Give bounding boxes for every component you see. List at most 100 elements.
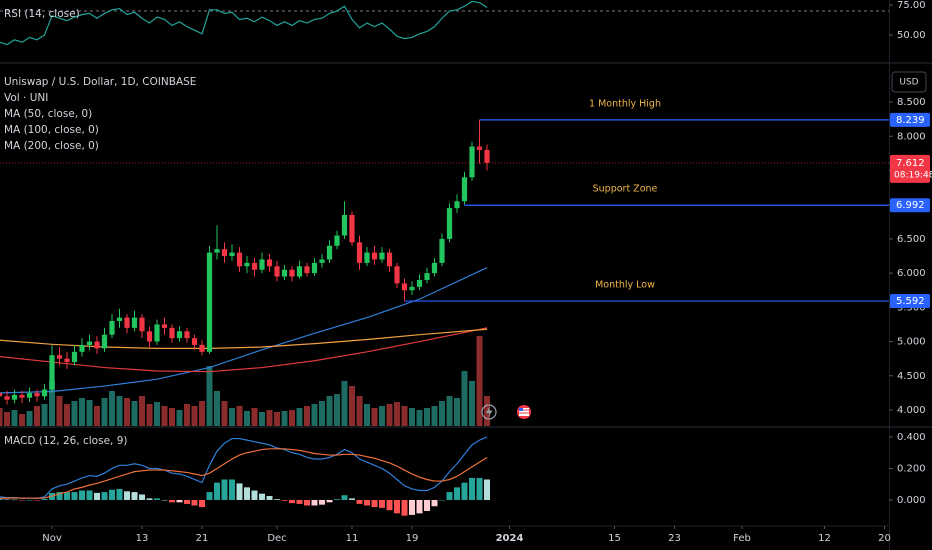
y-tick-label: 8.000: [897, 131, 926, 142]
histogram-bar: [229, 479, 235, 500]
candle-body: [484, 149, 490, 163]
volume-bar: [154, 402, 160, 426]
moving-average: [0, 328, 488, 349]
y-tick-label: 6.500: [897, 234, 926, 245]
candle-body: [11, 394, 18, 400]
level-label: 1 Monthly High: [589, 98, 661, 109]
level-tag: [890, 198, 930, 213]
volume-bar: [469, 381, 475, 426]
histogram-bar: [146, 498, 153, 500]
histogram-bar: [236, 483, 243, 500]
candle-body: [236, 252, 243, 267]
histogram-bar: [424, 499, 430, 511]
histogram-bar: [19, 499, 25, 501]
y-tick-label: 4.500: [897, 371, 926, 382]
y-tick-label: 5.000: [897, 337, 926, 348]
volume-bar: [334, 394, 340, 426]
volume-bar: [146, 404, 153, 426]
level-label: Monthly Low: [595, 280, 655, 291]
histogram-bar: [124, 491, 130, 500]
candle-body: [386, 252, 393, 267]
volume-bar: [266, 410, 273, 426]
histogram-bar: [26, 499, 33, 501]
volume-bar: [184, 404, 190, 426]
currency: USD: [899, 78, 918, 88]
volume-bar: [409, 408, 415, 426]
x-tick-label: 23: [668, 533, 681, 544]
candle-body: [101, 334, 108, 349]
x-tick-label: 12: [818, 533, 831, 544]
candle-body: [251, 262, 258, 270]
histogram-bar: [371, 499, 378, 508]
volume-bar: [454, 398, 460, 426]
histogram-bar: [161, 499, 168, 501]
volume-bar: [229, 408, 235, 426]
volume-bar: [311, 404, 318, 426]
volume-bar: [131, 401, 138, 426]
histogram-bar: [169, 499, 175, 503]
volume-bar: [41, 404, 48, 426]
volume-bar: [94, 406, 100, 426]
x-tick-label: 15: [608, 533, 621, 544]
histogram-bar: [401, 499, 408, 516]
volume-bar: [259, 412, 265, 426]
x-tick-label: 20: [878, 533, 891, 544]
volume-bar: [364, 404, 370, 426]
candle-body: [371, 252, 378, 260]
y-tick-label: 6.000: [897, 268, 926, 279]
histogram-bar: [484, 479, 490, 500]
y-tick-label: 50.00: [897, 30, 926, 41]
histogram-bar: [94, 492, 100, 500]
volume-bar: [431, 406, 438, 426]
volume-bar: [386, 404, 393, 426]
histogram-bar: [259, 493, 265, 500]
histogram-bar: [56, 492, 63, 500]
histogram-bar: [11, 499, 18, 501]
volume-bar: [356, 396, 363, 426]
volume-bar: [34, 406, 40, 426]
histogram-bar: [244, 487, 250, 500]
candle-body: [146, 331, 153, 342]
histogram-bar: [176, 499, 183, 503]
volume-bar: [341, 381, 348, 426]
volume-bar: [461, 371, 468, 426]
level-tag-label: 8.239: [896, 115, 925, 126]
candle-body: [334, 235, 340, 246]
candle-body: [184, 331, 190, 339]
x-tick-label: 11: [346, 533, 359, 544]
events-icon[interactable]: [517, 405, 531, 419]
histogram-bar: [454, 487, 460, 500]
candle-body: [289, 269, 295, 277]
histogram-bar: [431, 499, 438, 507]
candle-body: [409, 286, 415, 291]
pane-title: RSI (14, close): [4, 8, 80, 20]
candle-body: [341, 214, 348, 236]
volume-bar: [101, 398, 108, 426]
candle-body: [266, 259, 273, 267]
histogram-bar: [386, 499, 393, 511]
replay-icon[interactable]: [481, 404, 497, 420]
histogram-bar: [101, 492, 108, 500]
candle-body: [116, 317, 123, 322]
histogram-bar: [394, 499, 400, 514]
candle-body: [244, 262, 250, 267]
level-tag-label: 5.592: [896, 296, 925, 307]
volume-bar: [19, 414, 25, 426]
pane-title: Uniswap / U.S. Dollar, 1D, COINBASE: [4, 76, 196, 88]
volume-bar: [394, 402, 400, 426]
legend-entry: MA (100, close, 0): [4, 124, 99, 136]
candle-body: [356, 242, 363, 263]
histogram-bar: [191, 499, 198, 506]
volume-bar: [4, 412, 10, 426]
histogram-bar: [206, 492, 213, 500]
candle-body: [124, 317, 130, 328]
candle-body: [281, 269, 288, 277]
x-tick-label: Feb: [733, 533, 751, 544]
histogram-bar: [379, 499, 385, 508]
candle-body: [221, 249, 228, 257]
histogram-bar: [131, 492, 138, 500]
volume-bar: [64, 404, 70, 426]
histogram-bar: [446, 492, 453, 500]
